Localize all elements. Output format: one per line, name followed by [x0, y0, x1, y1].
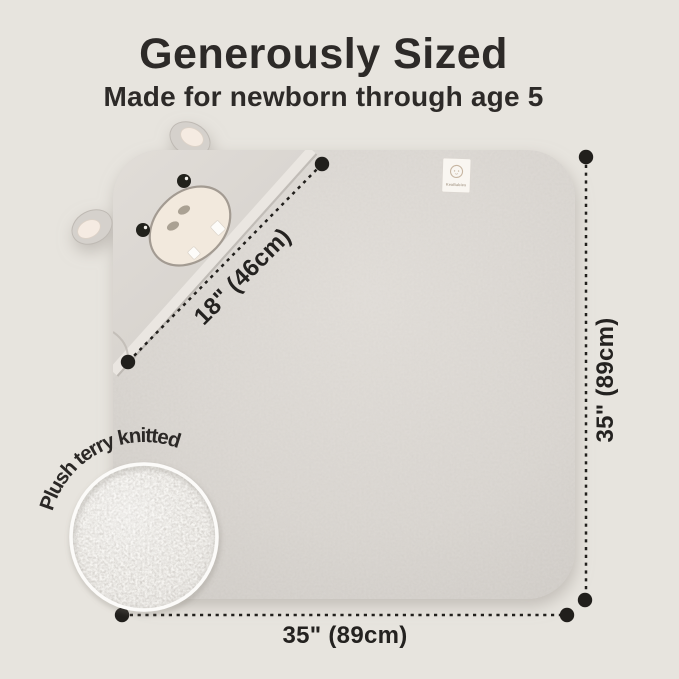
height-measurement: 35" (89cm) — [577, 149, 619, 608]
brand-tag-text: KeaBabies — [446, 183, 466, 188]
header: Generously Sized Made for newborn throug… — [0, 33, 663, 111]
hippo-nostril — [166, 221, 180, 231]
hippo-tooth — [210, 220, 226, 236]
brand-logo-icon — [453, 170, 456, 172]
page-title: Generously Sized — [139, 30, 508, 78]
measure-dot — [577, 592, 593, 608]
hippo-muzzle — [148, 185, 232, 267]
towel: KeaBabies — [71, 121, 575, 599]
measure-dot — [114, 607, 130, 623]
hippo-tooth — [187, 246, 201, 260]
hippo-eye-highlight — [184, 176, 189, 181]
brand-tag: KeaBabies — [441, 157, 472, 194]
height-measurement-label: 35" (89cm) — [592, 317, 619, 442]
measure-dot — [314, 156, 330, 172]
brand-logo-icon — [454, 173, 459, 175]
measure-dot — [559, 607, 575, 623]
hippo-eye — [177, 174, 191, 188]
hippo-nostril — [177, 205, 191, 215]
brand-logo-icon — [449, 164, 464, 179]
inset-shading — [72, 465, 216, 609]
brand-logo-icon — [457, 170, 460, 172]
hood-trim — [113, 150, 316, 376]
page-subtitle: Made for newborn through age 5 — [103, 81, 544, 112]
hippo-ear-left-icon — [71, 209, 113, 245]
hippo-ear-top-icon — [169, 121, 211, 157]
texture-magnifier-inset: Plush terry knitted — [35, 424, 219, 612]
hippo-face-icon — [136, 174, 232, 267]
width-measurement-label: 35" (89cm) — [282, 622, 407, 649]
width-measurement: 35" (89cm) — [114, 607, 575, 649]
measure-dot — [120, 354, 136, 370]
measure-dot — [578, 149, 594, 165]
inset-ring — [69, 462, 219, 612]
hippo-eye-highlight — [143, 225, 148, 230]
hippo-eye — [136, 223, 150, 237]
